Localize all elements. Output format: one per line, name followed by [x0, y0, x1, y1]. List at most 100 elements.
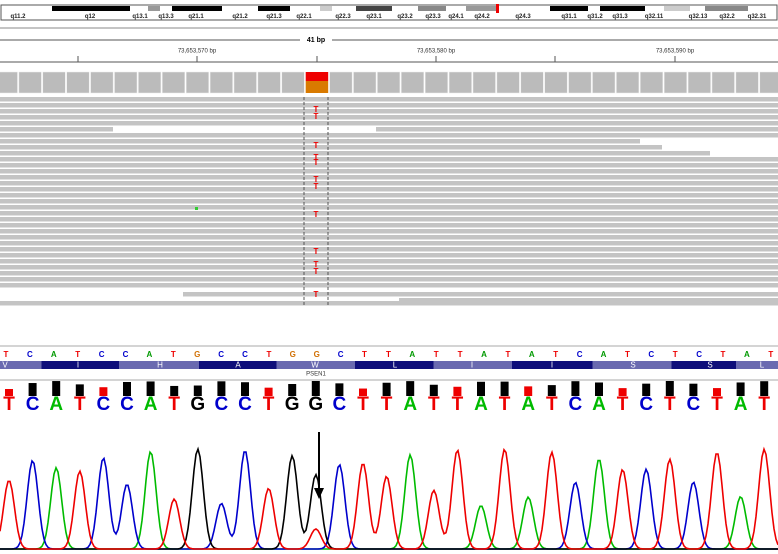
band-label: q13.3	[158, 14, 174, 20]
base-call: A	[49, 394, 63, 415]
amino-acid: A	[235, 361, 241, 370]
mismatch-base: T	[314, 267, 319, 276]
band-label: q12	[85, 14, 96, 20]
mismatch-base: T	[314, 105, 319, 114]
base-call: C	[687, 394, 701, 415]
amino-acid: I	[77, 361, 79, 370]
ideogram-band	[320, 6, 332, 11]
base-call: T	[168, 394, 180, 415]
band-label: q11.2	[10, 14, 26, 20]
coverage-bar	[0, 71, 18, 94]
reference-base: T	[768, 350, 773, 359]
read	[0, 169, 778, 174]
mismatch-base: T	[314, 158, 319, 167]
read	[0, 271, 778, 276]
reference-base: T	[75, 350, 80, 359]
band-label: q23.3	[425, 14, 441, 20]
reference-base: C	[27, 350, 33, 359]
coverage-bar	[305, 81, 329, 93]
base-call: A	[521, 394, 535, 415]
mismatch-base: T	[314, 153, 319, 162]
coverage-bar	[66, 71, 90, 94]
quality-bar	[500, 381, 509, 396]
read	[0, 217, 778, 222]
read	[0, 211, 778, 216]
band-label: q21.1	[188, 14, 204, 20]
quality-bar	[760, 381, 769, 396]
amino-acid: S	[630, 361, 635, 370]
coverage-bar	[377, 71, 401, 94]
base-call: A	[403, 394, 417, 415]
quality-bar	[28, 383, 37, 396]
mismatch-base: T	[314, 260, 319, 269]
band-label: q24.3	[515, 14, 531, 20]
coverage-bar	[401, 71, 425, 94]
base-call: C	[215, 394, 229, 415]
read	[0, 115, 778, 120]
coverage-bar	[114, 71, 138, 94]
ruler-label: 73,653,580 bp	[417, 49, 456, 55]
coverage-bar	[687, 71, 711, 94]
read	[0, 163, 778, 168]
read	[0, 97, 778, 102]
base-call: C	[639, 394, 653, 415]
reference-base: T	[434, 350, 439, 359]
quality-bar	[264, 387, 273, 396]
quality-bar	[217, 381, 226, 396]
span-label: 41 bp	[307, 37, 325, 44]
base-call: T	[711, 394, 723, 415]
band-label: q31.2	[587, 14, 603, 20]
base-call: T	[357, 394, 369, 415]
arrow-head	[314, 488, 324, 499]
reference-base: T	[362, 350, 367, 359]
reference-base: T	[458, 350, 463, 359]
quality-bar	[477, 381, 485, 396]
reference-base: T	[721, 350, 726, 359]
band-label: q24.1	[448, 14, 464, 20]
base-call: A	[144, 394, 158, 415]
base-call: T	[546, 394, 558, 415]
amino-acid-box	[41, 361, 119, 369]
reference-base: T	[266, 350, 271, 359]
read	[0, 247, 778, 252]
coverage-bar	[305, 72, 329, 81]
quality-bar	[429, 384, 438, 396]
amino-acid-box	[512, 361, 593, 369]
mismatch-base: T	[314, 210, 319, 219]
read	[183, 292, 778, 297]
ruler-label: 73,653,570 bp	[178, 49, 217, 55]
read-mismatch	[195, 207, 198, 210]
coverage-bar	[759, 71, 778, 94]
quality-bar	[595, 382, 603, 396]
base-call: C	[238, 394, 252, 415]
amino-acid-box	[0, 361, 42, 369]
gene-name: PSEN1	[306, 372, 326, 378]
reference-base: A	[409, 350, 415, 359]
read	[0, 205, 778, 210]
ideogram-band	[550, 6, 588, 11]
reference-base: A	[481, 350, 487, 359]
read	[0, 199, 778, 204]
mismatch-base: T	[314, 141, 319, 150]
read	[0, 265, 778, 270]
ideogram-band	[258, 6, 290, 11]
trace	[0, 446, 778, 550]
quality-bar	[665, 381, 674, 396]
trace	[0, 451, 778, 550]
ideogram-band	[705, 6, 748, 11]
mismatch-base: T	[314, 112, 319, 121]
amino-acid-box	[433, 361, 512, 369]
quality-bar	[736, 382, 745, 396]
amino-acid: L	[760, 361, 765, 370]
quality-bar	[99, 387, 108, 396]
base-call: C	[569, 394, 583, 415]
base-call: A	[734, 394, 748, 415]
reference-base: C	[218, 350, 224, 359]
read	[0, 259, 778, 264]
ideogram-band	[356, 6, 392, 11]
read	[0, 121, 778, 126]
amino-acid-box	[276, 361, 355, 369]
base-call: C	[26, 394, 40, 415]
base-call: G	[190, 394, 205, 415]
band-label: q31.1	[561, 14, 577, 20]
